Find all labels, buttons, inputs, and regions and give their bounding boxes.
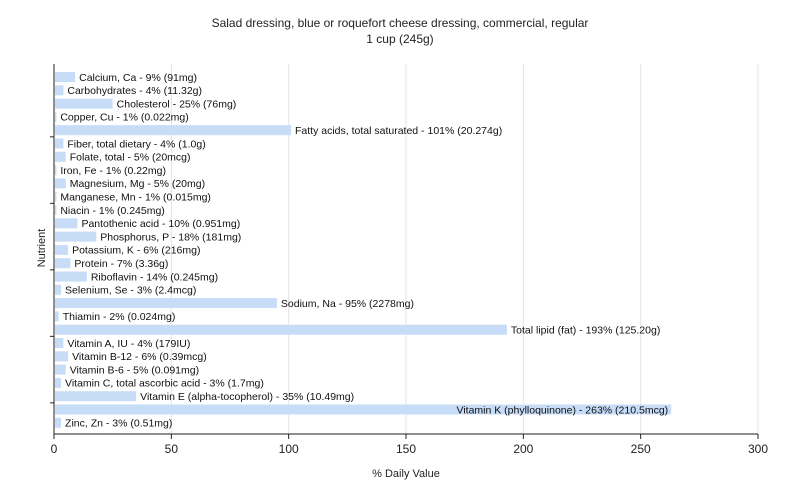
bar-label: Calcium, Ca - 9% (91mg) bbox=[79, 72, 197, 84]
bar bbox=[55, 72, 76, 82]
bar-label: Vitamin E (alpha-tocopherol) - 35% (10.4… bbox=[140, 391, 354, 403]
bar-label: Manganese, Mn - 1% (0.015mg) bbox=[60, 192, 211, 204]
bar bbox=[55, 191, 57, 202]
x-tick-label: 300 bbox=[748, 442, 768, 456]
chart-title: Salad dressing, blue or roquefort cheese… bbox=[211, 16, 589, 30]
bar bbox=[55, 98, 113, 109]
bar-label: Fatty acids, total saturated - 101% (20.… bbox=[295, 125, 502, 137]
x-tick-label: 50 bbox=[165, 442, 179, 456]
bar bbox=[55, 338, 64, 348]
bar bbox=[55, 377, 62, 388]
bars: Calcium, Ca - 9% (91mg)Carbohydrates - 4… bbox=[55, 72, 672, 430]
y-axis-title: Nutrient bbox=[36, 229, 48, 268]
bar-label: Magnesium, Mg - 5% (20mg) bbox=[70, 178, 205, 190]
x-tick-label: 200 bbox=[513, 442, 533, 456]
bar-label: Vitamin A, IU - 4% (179IU) bbox=[67, 338, 190, 350]
bar-label: Total lipid (fat) - 193% (125.20g) bbox=[511, 325, 660, 337]
bar bbox=[55, 311, 59, 322]
x-tick-label: 0 bbox=[51, 442, 58, 456]
bar bbox=[55, 244, 69, 255]
bar-label: Cholesterol - 25% (76mg) bbox=[117, 98, 237, 110]
bar bbox=[55, 324, 507, 335]
bar-label: Carbohydrates - 4% (11.32g) bbox=[67, 85, 202, 97]
bar bbox=[55, 138, 64, 149]
axes: 0 50 100 150 200 250 300 bbox=[50, 64, 768, 456]
bar-label: Vitamin B-12 - 6% (0.39mcg) bbox=[72, 351, 207, 363]
bar bbox=[55, 298, 277, 309]
bar bbox=[55, 111, 57, 122]
bar-label: Pantothenic acid - 10% (0.951mg) bbox=[81, 218, 240, 230]
bar bbox=[55, 404, 672, 415]
chart-subtitle: 1 cup (245g) bbox=[366, 32, 434, 46]
bar bbox=[55, 85, 64, 96]
bar-label: Niacin - 1% (0.245mg) bbox=[60, 205, 164, 217]
x-tick-label: 100 bbox=[279, 442, 299, 456]
bar bbox=[55, 284, 62, 295]
bar bbox=[55, 231, 97, 242]
bar-label: Riboflavin - 14% (0.245mg) bbox=[91, 271, 218, 283]
bar-label: Fiber, total dietary - 4% (1.0g) bbox=[67, 138, 205, 150]
bar bbox=[55, 218, 78, 229]
bar-label: Potassium, K - 6% (216mg) bbox=[72, 245, 200, 257]
bar bbox=[55, 391, 137, 402]
bar bbox=[55, 258, 71, 269]
bar bbox=[55, 178, 66, 189]
x-axis-title: % Daily Value bbox=[372, 468, 440, 480]
bar bbox=[55, 364, 66, 375]
bar-label: Thiamin - 2% (0.024mg) bbox=[63, 311, 176, 323]
x-tick-label: 150 bbox=[396, 442, 416, 456]
bar-label: Copper, Cu - 1% (0.022mg) bbox=[60, 112, 188, 124]
bar-label: Sodium, Na - 95% (2278mg) bbox=[281, 298, 414, 310]
bar-label: Zinc, Zn - 3% (0.51mg) bbox=[65, 418, 172, 430]
x-tick-label: 250 bbox=[631, 442, 651, 456]
bar-label: Folate, total - 5% (20mcg) bbox=[70, 152, 191, 164]
bar bbox=[55, 205, 57, 215]
bar bbox=[55, 151, 66, 162]
bar-label: Protein - 7% (3.36g) bbox=[74, 258, 168, 270]
bar-label: Vitamin B-6 - 5% (0.091mg) bbox=[70, 364, 199, 376]
bar bbox=[55, 271, 87, 282]
bar bbox=[55, 125, 292, 136]
bar bbox=[55, 165, 57, 176]
bar-label: Vitamin C, total ascorbic acid - 3% (1.7… bbox=[65, 378, 264, 390]
bar bbox=[55, 351, 69, 362]
bar-label: Phosphorus, P - 18% (181mg) bbox=[100, 231, 241, 243]
bar-label: Iron, Fe - 1% (0.22mg) bbox=[60, 165, 166, 177]
bar-label: Vitamin K (phylloquinone) - 263% (210.5m… bbox=[457, 404, 669, 416]
bar-label: Selenium, Se - 3% (2.4mcg) bbox=[65, 285, 196, 297]
bar bbox=[55, 417, 62, 428]
